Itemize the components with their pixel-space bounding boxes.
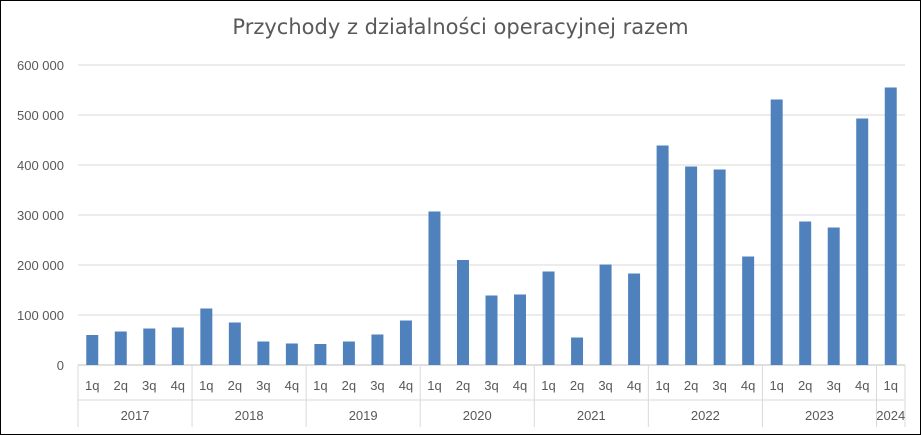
bar: [542, 271, 555, 365]
quarter-tick-label: 2q: [570, 378, 584, 393]
bar: [713, 169, 726, 365]
quarter-tick-label: 1q: [199, 378, 213, 393]
quarter-tick-label: 2q: [114, 378, 128, 393]
bar: [371, 334, 384, 365]
quarter-tick-label: 1q: [85, 378, 99, 393]
quarter-tick-label: 2q: [342, 378, 356, 393]
bar: [656, 145, 669, 365]
y-tick-label: 300 000: [17, 208, 64, 223]
quarter-tick-label: 4q: [399, 378, 413, 393]
quarter-tick-label: 1q: [884, 378, 898, 393]
y-tick-label: 400 000: [17, 158, 64, 173]
quarter-tick-label: 1q: [541, 378, 555, 393]
year-group-label: 2019: [349, 408, 378, 423]
bar: [285, 343, 298, 365]
bar: [770, 99, 783, 365]
bar: [86, 335, 99, 365]
quarter-tick-label: 4q: [513, 378, 527, 393]
quarter-tick-label: 2q: [228, 378, 242, 393]
bar: [428, 211, 441, 365]
bar: [742, 256, 755, 365]
bar: [799, 221, 812, 365]
bar: [571, 337, 584, 365]
quarter-tick-label: 3q: [598, 378, 612, 393]
quarter-tick-label: 1q: [769, 378, 783, 393]
y-tick-label: 200 000: [17, 258, 64, 273]
year-group-label: 2018: [235, 408, 264, 423]
quarter-tick-label: 1q: [313, 378, 327, 393]
year-group-label: 2022: [691, 408, 720, 423]
year-group-label: 2020: [463, 408, 492, 423]
bar: [228, 322, 241, 365]
chart-title: Przychody z działalności operacyjnej raz…: [232, 15, 689, 39]
quarter-tick-label: 3q: [712, 378, 726, 393]
quarter-tick-label: 2q: [798, 378, 812, 393]
quarter-tick-label: 3q: [370, 378, 384, 393]
bar: [485, 295, 498, 365]
quarter-tick-label: 3q: [826, 378, 840, 393]
bar: [628, 273, 641, 365]
year-group-label: 2021: [577, 408, 606, 423]
quarter-tick-label: 4q: [627, 378, 641, 393]
quarter-tick-label: 1q: [427, 378, 441, 393]
bar: [257, 341, 270, 365]
bar: [514, 294, 527, 365]
year-group-label: 2024: [876, 408, 905, 423]
bar: [171, 327, 184, 365]
quarter-tick-label: 3q: [256, 378, 270, 393]
bar: [200, 308, 213, 365]
bar: [456, 260, 469, 365]
y-tick-label: 0: [57, 358, 64, 373]
quarter-tick-label: 1q: [655, 378, 669, 393]
bar: [399, 320, 412, 365]
bar: [342, 341, 355, 365]
year-group-label: 2017: [121, 408, 150, 423]
bar: [143, 328, 156, 365]
year-group-label: 2023: [805, 408, 834, 423]
quarter-tick-label: 3q: [484, 378, 498, 393]
bar: [599, 264, 612, 365]
y-tick-label: 100 000: [17, 308, 64, 323]
quarter-tick-label: 4q: [855, 378, 869, 393]
quarter-tick-label: 4q: [741, 378, 755, 393]
y-tick-label: 600 000: [17, 58, 64, 73]
quarter-tick-label: 4q: [285, 378, 299, 393]
quarter-tick-label: 2q: [456, 378, 470, 393]
quarter-tick-label: 4q: [171, 378, 185, 393]
bar: [685, 166, 698, 365]
bar: [827, 227, 840, 365]
y-tick-label: 500 000: [17, 108, 64, 123]
quarter-tick-label: 3q: [142, 378, 156, 393]
bar: [114, 331, 127, 365]
bar: [856, 118, 869, 365]
quarter-tick-label: 2q: [684, 378, 698, 393]
bar: [884, 87, 897, 365]
bar: [314, 344, 327, 365]
